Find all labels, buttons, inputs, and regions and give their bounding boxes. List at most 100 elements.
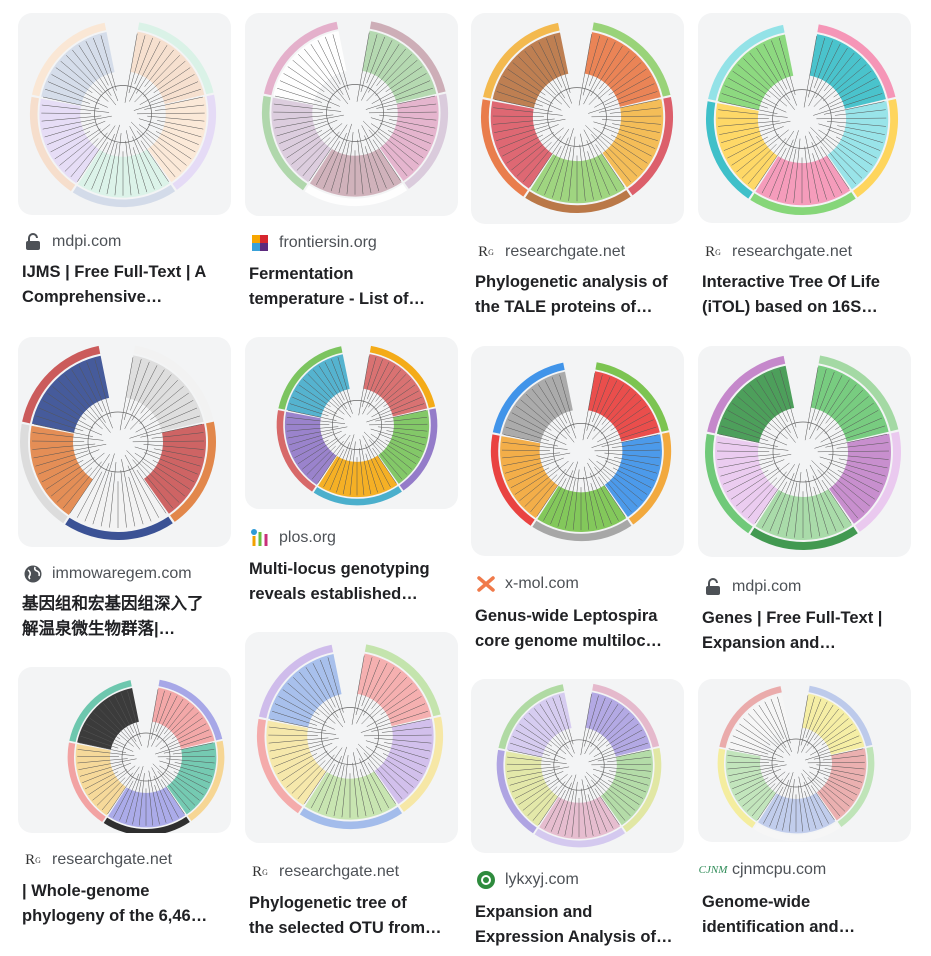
result-title[interactable]: Multi-locus genotyping reveals establishe… <box>249 560 430 603</box>
tree-branch <box>560 146 572 200</box>
tree-branch <box>827 129 881 151</box>
clade-sector <box>727 693 789 756</box>
result-source[interactable]: mdpi.com <box>702 576 801 598</box>
result-thumbnail[interactable] <box>18 337 231 547</box>
result-source[interactable]: frontiersin.org <box>249 232 377 254</box>
result-source[interactable]: CJNM cjnmcpu.com <box>699 859 827 881</box>
result-title[interactable]: Genus-wide Leptospira core genome multilo… <box>475 607 663 650</box>
tree-branch <box>160 723 207 750</box>
tree-branch <box>739 723 771 746</box>
tree-branch <box>816 771 860 790</box>
tree-branch <box>608 780 644 799</box>
source-domain: lykxyj.com <box>505 871 579 888</box>
result-source[interactable]: lykxyj.com <box>475 869 579 891</box>
tree-branch <box>808 369 827 431</box>
tree-branch <box>166 758 215 764</box>
tree-branch <box>363 734 432 737</box>
result-thumbnail[interactable] <box>18 13 231 215</box>
clade-sector <box>715 103 778 191</box>
result-thumbnail[interactable] <box>471 13 684 224</box>
tree-branch <box>317 40 341 85</box>
result-thumbnail[interactable] <box>471 346 684 556</box>
tree-branch <box>159 765 204 796</box>
tree-branch <box>770 698 792 753</box>
tree-branch <box>365 87 433 110</box>
result-title[interactable]: Phylogenetic tree of the selected OTU fro… <box>249 894 442 937</box>
result-title[interactable]: Fermentation temperature - List of… <box>249 265 426 308</box>
tree-branch <box>154 784 167 823</box>
tree-branch <box>338 141 350 194</box>
clade-sector <box>717 34 794 110</box>
tree-branch <box>126 130 140 195</box>
tree-branch <box>810 729 857 756</box>
result-title[interactable]: 基因组和宏基因组深入了 解温泉微生物群落|… <box>22 595 204 638</box>
tree-branch <box>52 386 103 430</box>
tree-branch <box>751 778 784 817</box>
result-title[interactable]: Expansion and Expression Analysis of… <box>475 903 673 946</box>
result-title[interactable]: Genes | Free Full-Text | Expansion and… <box>702 609 883 652</box>
result-thumbnail[interactable] <box>245 337 458 509</box>
tree-branch <box>802 769 846 812</box>
tree-branch <box>113 780 134 818</box>
result-source[interactable]: mdpi.com <box>22 231 121 253</box>
result-title[interactable]: IJMS | Free Full-Text | A Comprehensive… <box>22 263 207 306</box>
tree-branch <box>155 707 194 748</box>
tree-branch <box>379 122 431 144</box>
clade-sector <box>271 97 332 183</box>
tree-branch <box>357 139 364 195</box>
result-source[interactable]: plos.org <box>249 527 336 549</box>
tree-branch <box>586 380 618 440</box>
phylogenetic-tree-image <box>705 24 899 216</box>
result-title[interactable]: | Whole-genome phylogeny of the 6,46… <box>22 882 208 925</box>
tree-branch <box>502 134 544 157</box>
tree-branch <box>135 400 194 433</box>
phylogenetic-tree-image <box>29 22 217 208</box>
annotation-ring <box>628 432 672 525</box>
result-thumbnail[interactable] <box>245 632 458 843</box>
clade-sector <box>600 749 653 826</box>
result-thumbnail[interactable] <box>698 346 911 557</box>
result-thumbnail[interactable] <box>471 679 684 853</box>
tree-branch <box>163 712 199 743</box>
tree-branch <box>590 45 623 96</box>
result-thumbnail[interactable] <box>698 679 911 842</box>
result-thumbnail[interactable] <box>245 13 458 216</box>
tree-branch <box>511 771 564 793</box>
tree-branch <box>829 462 883 485</box>
result-title[interactable]: Phylogenetic analysis of the TALE protein… <box>475 273 668 316</box>
tree-branch <box>600 399 642 435</box>
tree-branch <box>129 126 162 187</box>
tree-branch <box>356 32 370 102</box>
tree-branch <box>510 742 550 756</box>
tree-branch <box>358 355 370 416</box>
tree-branch <box>155 692 172 732</box>
tree-branch <box>85 723 127 747</box>
result-title[interactable]: Genome-wide identification and… <box>702 893 856 936</box>
result-source[interactable]: x-mol.com <box>475 573 579 595</box>
tree-branch <box>719 101 778 115</box>
tree-branch <box>50 131 91 153</box>
tree-branch <box>151 767 179 818</box>
tree-branch <box>583 476 590 530</box>
result-title[interactable]: Interactive Tree Of Life (iTOL) based on … <box>702 273 880 316</box>
annotation-ring <box>172 94 217 190</box>
result-thumbnail[interactable] <box>698 13 911 223</box>
tree-branch <box>531 388 575 443</box>
result-thumbnail[interactable] <box>18 667 231 833</box>
tree-branch <box>363 431 408 475</box>
tree-branch <box>584 775 614 829</box>
tree-branch <box>837 125 885 135</box>
tree-branch <box>506 132 554 164</box>
tree-branch <box>385 66 423 92</box>
tree-branch <box>371 73 427 104</box>
tree-branch <box>352 762 359 818</box>
tree-branch <box>58 379 97 420</box>
tree-branch <box>318 755 342 812</box>
tree-branch <box>539 704 569 749</box>
result-source[interactable]: immowaregem.com <box>22 563 192 585</box>
tree-branch <box>377 703 426 725</box>
